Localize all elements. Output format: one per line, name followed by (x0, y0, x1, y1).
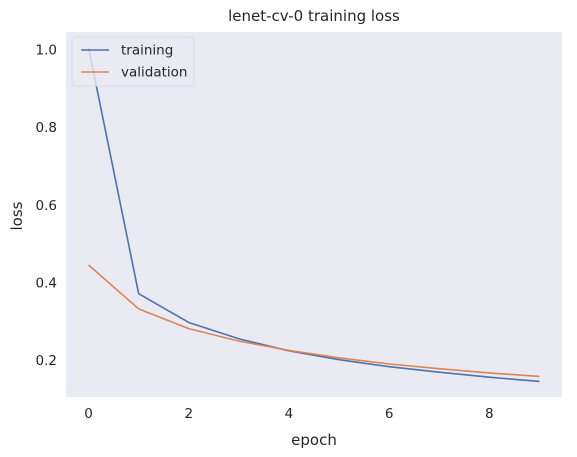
series-line-validation (88, 264, 540, 378)
chart-title: lenet-cv-0 training loss (228, 7, 400, 25)
y-tick-label: 0.4 (36, 275, 57, 291)
legend-label-training: training (121, 43, 173, 59)
legend-label-validation: validation (121, 65, 187, 81)
x-tick-label: 6 (385, 406, 394, 422)
series-lines (87, 47, 540, 383)
y-tick-label: 0.2 (36, 353, 57, 369)
x-tick-label: 0 (84, 406, 93, 422)
plot-area (66, 32, 562, 397)
series-line-training (87, 47, 540, 383)
x-tick-label: 4 (285, 406, 294, 422)
x-tick-label: 2 (184, 406, 193, 422)
x-tick-label: 8 (485, 406, 494, 422)
x-axis-ticks: 0 2 4 6 8 (84, 406, 493, 422)
y-axis-label: loss (8, 201, 26, 230)
y-tick-label: 0.6 (36, 198, 57, 214)
y-tick-label: 1.0 (36, 42, 57, 58)
legend: training validation (71, 36, 195, 87)
y-axis-ticks: 0.2 0.4 0.6 0.8 1.0 (36, 42, 57, 369)
x-axis-label: epoch (291, 431, 337, 449)
y-tick-label: 0.8 (36, 120, 57, 136)
